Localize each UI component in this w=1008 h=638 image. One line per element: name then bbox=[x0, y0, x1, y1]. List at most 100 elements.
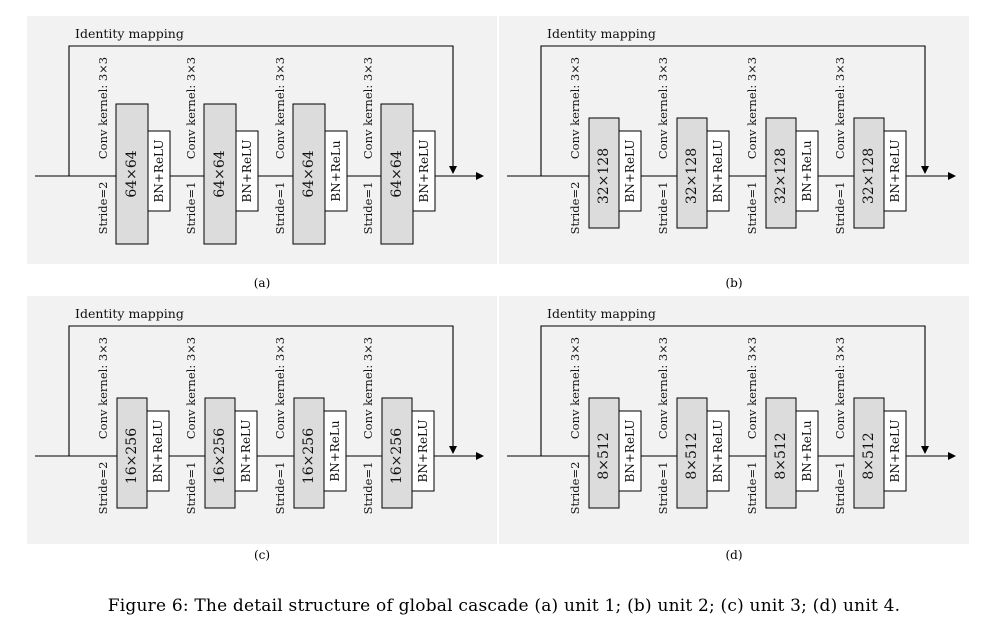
stride-label: Stride=1 bbox=[184, 462, 198, 515]
bn-relu-label: BN+ReLU bbox=[623, 420, 637, 483]
bn-relu-block bbox=[706, 410, 730, 492]
panel-label: (c) bbox=[253, 548, 271, 562]
panel-label: (d) bbox=[725, 548, 743, 562]
stride-label: Stride=1 bbox=[184, 182, 198, 235]
feature-size-label: 8×512 bbox=[596, 432, 612, 479]
bn-relu-block bbox=[795, 410, 819, 492]
bn-relu-block bbox=[706, 130, 730, 212]
feature-size-label: 8×512 bbox=[861, 432, 877, 479]
bn-relu-label: BN+ReLu bbox=[800, 140, 814, 201]
feature-size-label: 16×256 bbox=[124, 428, 140, 484]
feature-size-label: 8×512 bbox=[773, 432, 789, 479]
bn-relu-label: BN+ReLU bbox=[239, 420, 253, 483]
conv-kernel-label: Conv kernel: 3×3 bbox=[833, 57, 847, 159]
identity-mapping-path bbox=[540, 325, 929, 456]
bn-relu-block bbox=[883, 130, 907, 212]
stride-label: Stride=1 bbox=[656, 182, 670, 235]
conv-feature-block bbox=[676, 397, 708, 509]
stride-label: Stride=1 bbox=[273, 462, 287, 515]
diagram-panel: Identity mapping 64×64 BN+ReLU Conv kernel:… bbox=[27, 16, 497, 264]
panel-label: (b) bbox=[725, 276, 743, 290]
conv-feature-block bbox=[676, 117, 708, 229]
feature-size-label: 32×128 bbox=[684, 148, 700, 204]
bn-relu-block bbox=[235, 130, 259, 212]
bn-relu-block bbox=[883, 410, 907, 492]
feature-size-label: 32×128 bbox=[596, 148, 612, 204]
bn-relu-label: BN+ReLU bbox=[240, 140, 254, 203]
stride-label: Stride=2 bbox=[96, 182, 110, 235]
feature-size-label: 64×64 bbox=[124, 150, 140, 197]
conv-feature-block bbox=[853, 397, 885, 509]
bn-relu-block bbox=[324, 130, 348, 212]
identity-mapping-label: Identity mapping bbox=[547, 26, 656, 41]
bn-relu-block bbox=[234, 410, 258, 492]
feature-size-label: 32×128 bbox=[861, 148, 877, 204]
conv-kernel-label: Conv kernel: 3×3 bbox=[833, 337, 847, 439]
conv-kernel-label: Conv kernel: 3×3 bbox=[656, 57, 670, 159]
conv-kernel-label: Conv kernel: 3×3 bbox=[745, 57, 759, 159]
conv-feature-block bbox=[203, 103, 237, 245]
conv-feature-block bbox=[381, 397, 413, 509]
bn-relu-block bbox=[618, 410, 642, 492]
bn-relu-block bbox=[323, 410, 347, 492]
bn-relu-block bbox=[411, 410, 435, 492]
stride-label: Stride=1 bbox=[361, 462, 375, 515]
feature-size-label: 32×128 bbox=[773, 148, 789, 204]
stride-label: Stride=1 bbox=[656, 462, 670, 515]
conv-feature-block bbox=[765, 397, 797, 509]
stride-label: Stride=1 bbox=[833, 182, 847, 235]
bn-relu-block bbox=[147, 130, 171, 212]
stride-label: Stride=2 bbox=[96, 462, 110, 515]
bn-relu-block bbox=[795, 130, 819, 212]
stride-label: Stride=1 bbox=[833, 462, 847, 515]
bn-relu-label: BN+ReLU bbox=[623, 140, 637, 203]
conv-kernel-label: Conv kernel: 3×3 bbox=[96, 57, 110, 159]
bn-relu-label: BN+ReLu bbox=[329, 140, 343, 201]
conv-kernel-label: Conv kernel: 3×3 bbox=[361, 337, 375, 439]
bn-relu-block bbox=[618, 130, 642, 212]
stride-label: Stride=2 bbox=[568, 462, 582, 515]
diagram-panel: Identity mapping 8×512 BN+ReLU Conv kernel:… bbox=[499, 296, 969, 544]
conv-feature-block bbox=[292, 103, 326, 245]
bn-relu-block bbox=[146, 410, 170, 492]
feature-size-label: 16×256 bbox=[212, 428, 228, 484]
conv-kernel-label: Conv kernel: 3×3 bbox=[184, 337, 198, 439]
bn-relu-label: BN+ReLU bbox=[417, 140, 431, 203]
conv-kernel-label: Conv kernel: 3×3 bbox=[745, 337, 759, 439]
stride-label: Stride=1 bbox=[745, 462, 759, 515]
conv-feature-block bbox=[853, 117, 885, 229]
identity-mapping-label: Identity mapping bbox=[75, 306, 184, 321]
stride-label: Stride=1 bbox=[745, 182, 759, 235]
conv-feature-block bbox=[116, 397, 148, 509]
feature-size-label: 64×64 bbox=[212, 150, 228, 197]
conv-feature-block bbox=[204, 397, 236, 509]
bn-relu-label: BN+ReLU bbox=[711, 420, 725, 483]
bn-relu-label: BN+ReLU bbox=[416, 420, 430, 483]
conv-kernel-label: Conv kernel: 3×3 bbox=[273, 57, 287, 159]
diagram-panel: Identity mapping 16×256 BN+ReLU Conv kernel… bbox=[27, 296, 497, 544]
conv-feature-block bbox=[293, 397, 325, 509]
conv-kernel-label: Conv kernel: 3×3 bbox=[184, 57, 198, 159]
feature-size-label: 8×512 bbox=[684, 432, 700, 479]
conv-kernel-label: Conv kernel: 3×3 bbox=[568, 337, 582, 439]
feature-size-label: 16×256 bbox=[389, 428, 405, 484]
bn-relu-label: BN+ReLu bbox=[328, 420, 342, 481]
identity-mapping-label: Identity mapping bbox=[75, 26, 184, 41]
stride-label: Stride=1 bbox=[273, 182, 287, 235]
bn-relu-label: BN+ReLU bbox=[152, 140, 166, 203]
conv-feature-block bbox=[588, 397, 620, 509]
bn-relu-label: BN+ReLU bbox=[888, 420, 902, 483]
figure-caption: Figure 6: The detail structure of global… bbox=[107, 596, 901, 616]
feature-size-label: 16×256 bbox=[301, 428, 317, 484]
panel-label: (a) bbox=[253, 276, 271, 290]
conv-kernel-label: Conv kernel: 3×3 bbox=[96, 337, 110, 439]
identity-mapping-path bbox=[68, 325, 457, 456]
conv-kernel-label: Conv kernel: 3×3 bbox=[361, 57, 375, 159]
bn-relu-label: BN+ReLU bbox=[711, 140, 725, 203]
stride-label: Stride=2 bbox=[568, 182, 582, 235]
bn-relu-label: BN+ReLu bbox=[800, 420, 814, 481]
conv-kernel-label: Conv kernel: 3×3 bbox=[568, 57, 582, 159]
bn-relu-label: BN+ReLU bbox=[151, 420, 165, 483]
feature-size-label: 64×64 bbox=[301, 150, 317, 197]
conv-kernel-label: Conv kernel: 3×3 bbox=[656, 337, 670, 439]
